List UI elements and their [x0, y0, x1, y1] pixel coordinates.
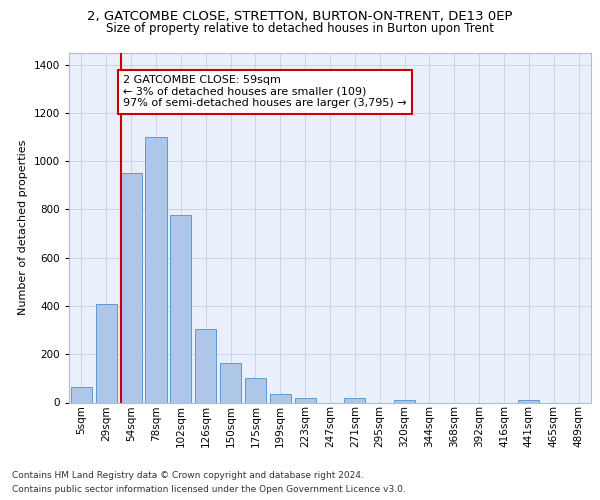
Text: Contains public sector information licensed under the Open Government Licence v3: Contains public sector information licen…: [12, 485, 406, 494]
Y-axis label: Number of detached properties: Number of detached properties: [18, 140, 28, 315]
Bar: [295, 398, 316, 402]
Bar: [121, 173, 142, 402]
Bar: [145, 137, 167, 402]
Text: Size of property relative to detached houses in Burton upon Trent: Size of property relative to detached ho…: [106, 22, 494, 35]
Bar: [245, 378, 266, 402]
Bar: [96, 304, 117, 402]
Text: Contains HM Land Registry data © Crown copyright and database right 2024.: Contains HM Land Registry data © Crown c…: [12, 471, 364, 480]
Text: 2 GATCOMBE CLOSE: 59sqm
← 3% of detached houses are smaller (109)
97% of semi-de: 2 GATCOMBE CLOSE: 59sqm ← 3% of detached…: [123, 75, 407, 108]
Bar: [518, 400, 539, 402]
Bar: [344, 398, 365, 402]
Bar: [220, 362, 241, 403]
Bar: [195, 329, 216, 402]
Text: 2, GATCOMBE CLOSE, STRETTON, BURTON-ON-TRENT, DE13 0EP: 2, GATCOMBE CLOSE, STRETTON, BURTON-ON-T…: [87, 10, 513, 23]
Bar: [270, 394, 291, 402]
Bar: [71, 387, 92, 402]
Bar: [170, 216, 191, 402]
Bar: [394, 400, 415, 402]
